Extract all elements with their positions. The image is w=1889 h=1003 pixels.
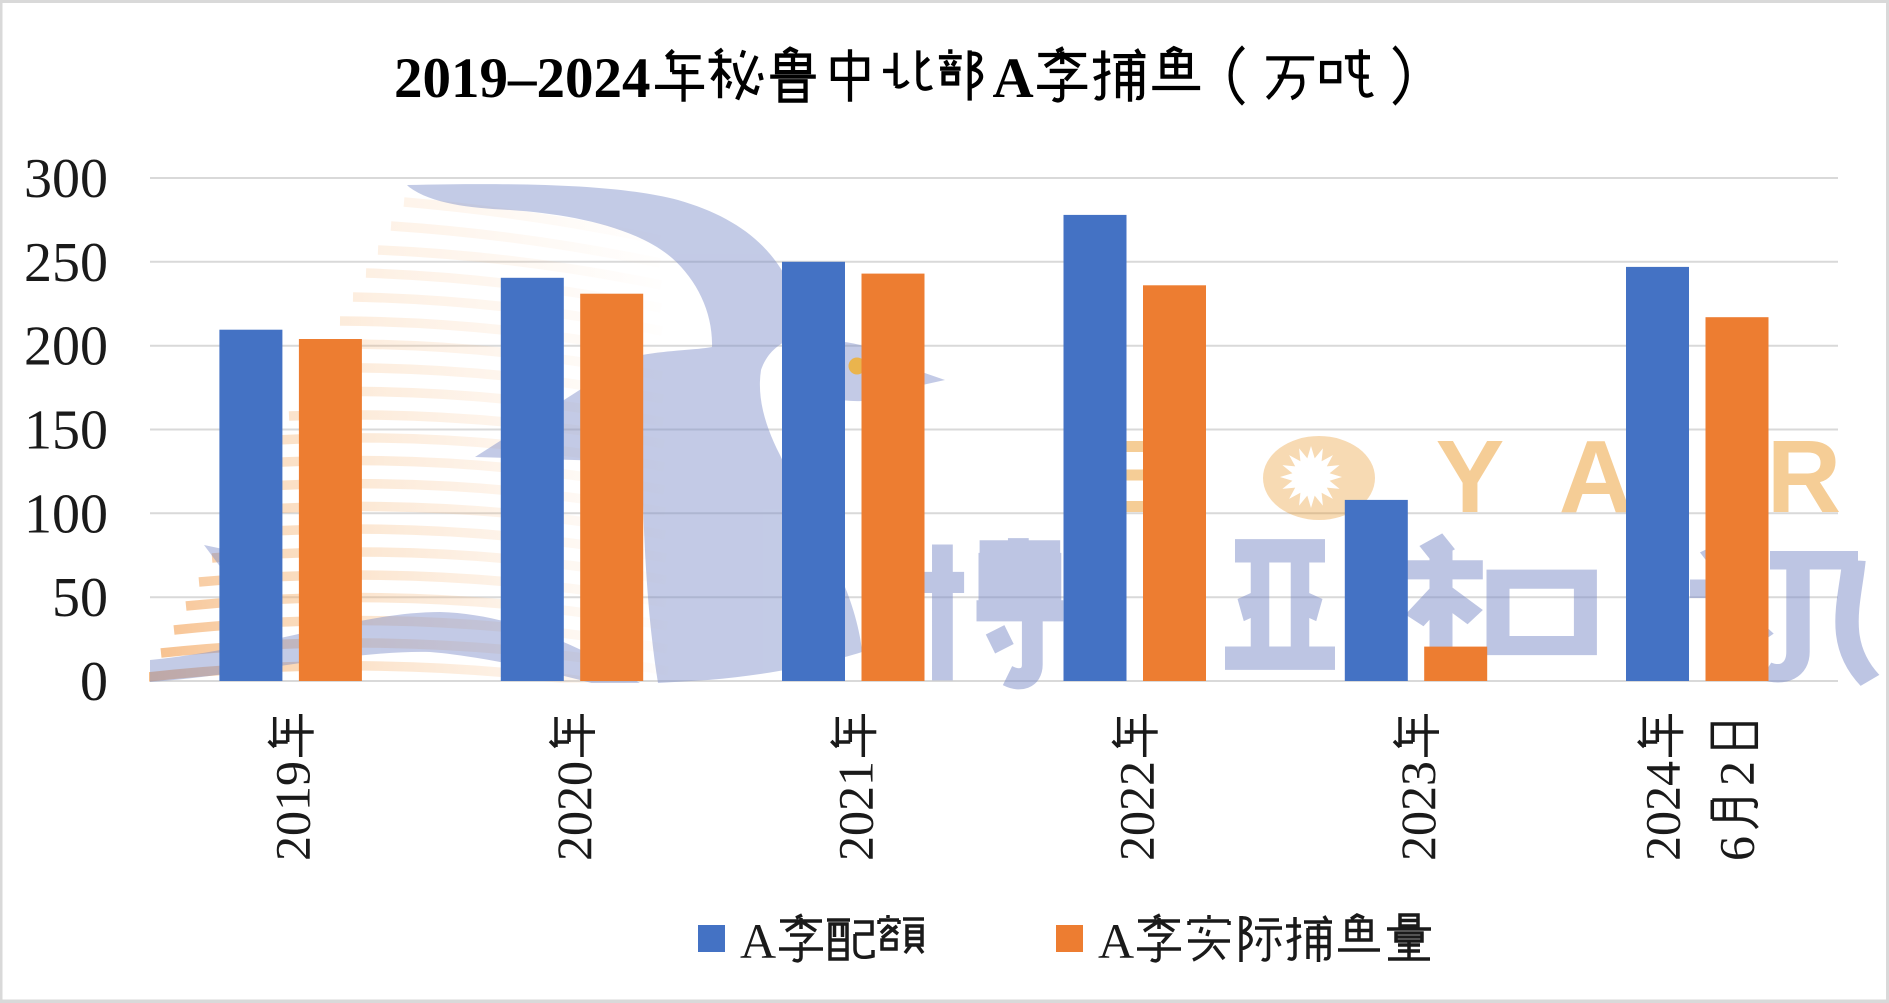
- svg-text:2024: 2024: [1634, 761, 1690, 861]
- svg-text:R: R: [1767, 419, 1841, 534]
- svg-text:200: 200: [24, 316, 108, 378]
- svg-text:0: 0: [80, 651, 108, 713]
- svg-text:2019: 2019: [265, 761, 321, 861]
- svg-text:50: 50: [52, 567, 108, 629]
- svg-text:100: 100: [24, 483, 108, 545]
- svg-text:6: 6: [1708, 836, 1764, 861]
- svg-text:250: 250: [24, 232, 108, 294]
- svg-text:2020: 2020: [546, 761, 602, 861]
- svg-text:Y: Y: [1436, 419, 1505, 534]
- svg-text:A: A: [1559, 419, 1633, 534]
- svg-text:300: 300: [24, 148, 108, 210]
- svg-text:2019–2024: 2019–2024: [394, 47, 651, 110]
- svg-text:150: 150: [24, 400, 108, 462]
- svg-text:2021: 2021: [827, 761, 883, 861]
- svg-text:2: 2: [1708, 761, 1764, 786]
- svg-text:2023: 2023: [1390, 761, 1446, 861]
- svg-text:A: A: [993, 47, 1034, 110]
- svg-text:A: A: [740, 913, 776, 969]
- svg-text:A: A: [1098, 913, 1134, 969]
- svg-text:2022: 2022: [1109, 761, 1165, 861]
